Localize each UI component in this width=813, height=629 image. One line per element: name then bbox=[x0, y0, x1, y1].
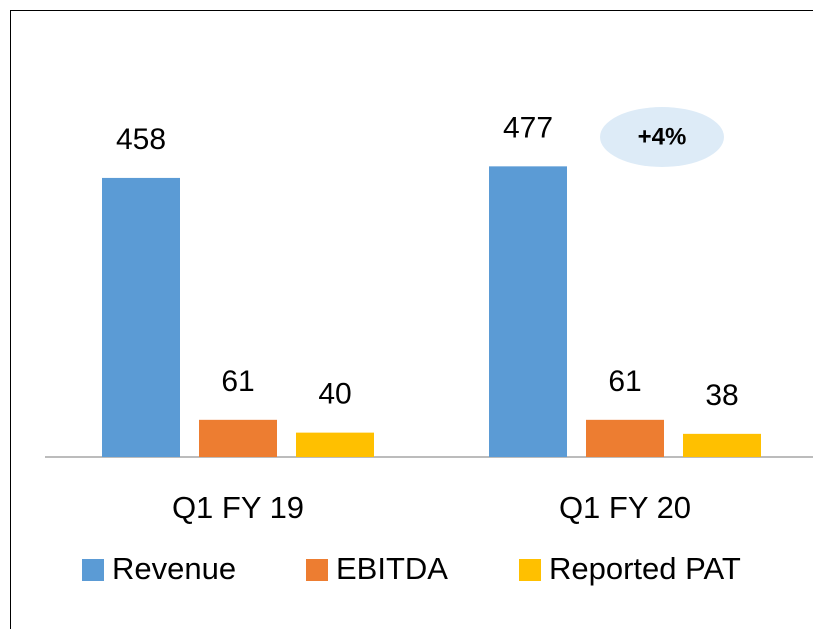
frame bbox=[10, 10, 813, 629]
x-tick-label: Q1 FY 20 bbox=[559, 490, 691, 525]
legend-swatch bbox=[82, 559, 104, 581]
data-label: 477 bbox=[503, 111, 553, 144]
bar bbox=[586, 419, 664, 457]
bar bbox=[489, 166, 567, 457]
bar bbox=[199, 419, 277, 457]
legend-label: Revenue bbox=[112, 551, 236, 586]
annotation-bubble bbox=[600, 107, 724, 167]
data-label: 40 bbox=[318, 378, 351, 411]
bar bbox=[683, 433, 761, 457]
annotation: +4% bbox=[638, 123, 687, 150]
data-label: 458 bbox=[116, 123, 166, 156]
legend-label: EBITDA bbox=[336, 551, 448, 586]
x-tick-label: Q1 FY 19 bbox=[172, 490, 304, 525]
data-label: 61 bbox=[608, 365, 641, 398]
data-label: 38 bbox=[705, 379, 738, 412]
bar bbox=[102, 177, 180, 457]
bar bbox=[296, 432, 374, 457]
legend-label: Reported PAT bbox=[549, 551, 741, 586]
legend-swatch bbox=[519, 559, 541, 581]
legend-swatch bbox=[306, 559, 328, 581]
data-label: 61 bbox=[221, 365, 254, 398]
